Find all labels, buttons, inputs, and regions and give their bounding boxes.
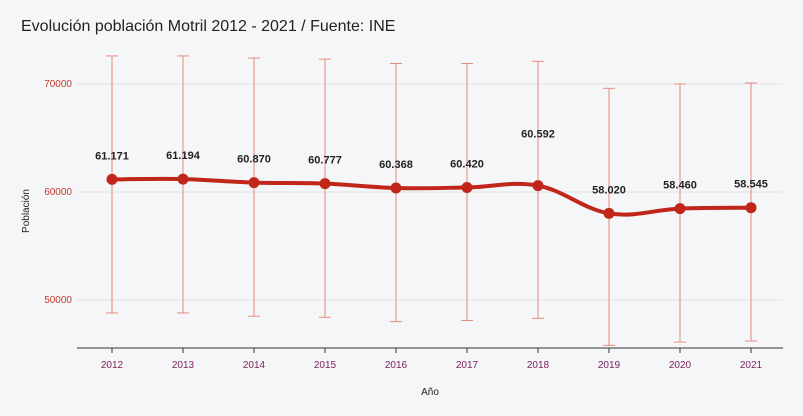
data-point <box>461 181 473 193</box>
data-point <box>319 178 331 190</box>
data-label: 58.020 <box>592 184 626 196</box>
data-label: 60.777 <box>308 155 342 167</box>
chart-title: Evolución población Motril 2012 - 2021 /… <box>21 18 396 35</box>
data-point <box>106 173 118 185</box>
x-tick-label: 2020 <box>669 360 692 371</box>
data-label: 58.460 <box>663 180 697 192</box>
series-line <box>110 176 753 217</box>
data-point <box>248 177 260 189</box>
x-tick-label: 2013 <box>172 360 195 371</box>
data-label: 61.194 <box>166 150 201 162</box>
x-tick-label: 2014 <box>243 360 266 371</box>
y-tick-label: 60000 <box>44 187 72 198</box>
x-tick-label: 2017 <box>456 360 479 371</box>
data-point <box>745 202 757 214</box>
data-point <box>674 203 686 215</box>
data-label: 60.592 <box>521 129 555 141</box>
data-label: 61.171 <box>95 150 129 162</box>
data-label: 58.545 <box>734 179 768 191</box>
data-label: 60.368 <box>379 159 413 171</box>
y-tick-label: 70000 <box>44 79 72 90</box>
x-axis-title: Año <box>421 387 439 398</box>
data-point <box>177 173 189 185</box>
x-tick-label: 2016 <box>385 360 408 371</box>
data-point <box>603 207 615 219</box>
x-tick-label: 2021 <box>740 360 763 371</box>
y-tick-label: 50000 <box>44 295 72 306</box>
y-axis-title: Población <box>21 189 32 233</box>
data-label: 60.870 <box>237 154 271 166</box>
x-tick-label: 2012 <box>101 360 124 371</box>
data-point <box>532 180 544 192</box>
x-tick-label: 2019 <box>598 360 621 371</box>
data-label: 60.420 <box>450 158 484 170</box>
data-point <box>390 182 402 194</box>
x-tick-label: 2015 <box>314 360 337 371</box>
x-tick-label: 2018 <box>527 360 550 371</box>
